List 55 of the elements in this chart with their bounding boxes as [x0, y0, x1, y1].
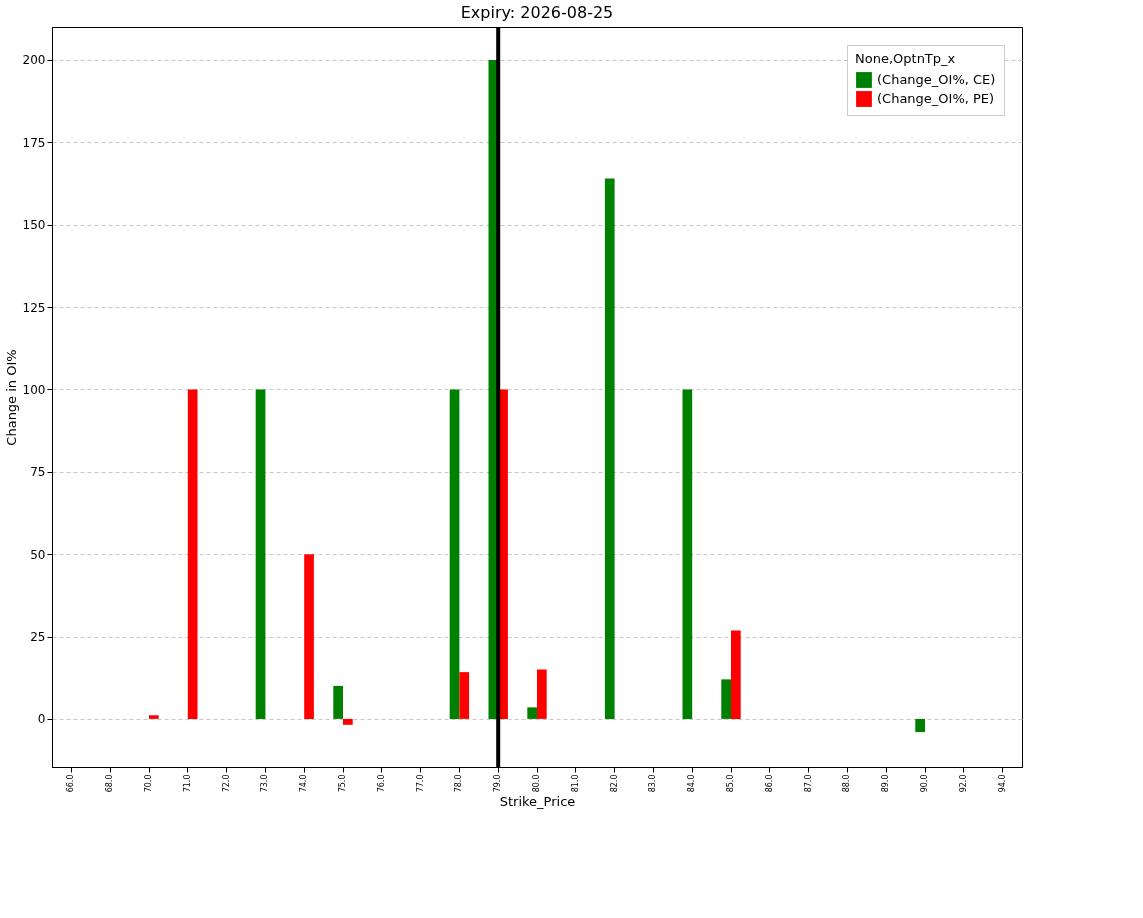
chart-title: Expiry: 2026-08-25 [460, 3, 614, 22]
x-tick-label: 70.0 [144, 774, 153, 793]
x-tick-label: 68.0 [105, 774, 115, 793]
x-tick-label: 94.0 [997, 774, 1007, 793]
y-tick-label: 150 [22, 218, 46, 233]
x-tick-label: 82.0 [609, 774, 619, 793]
x-tick-label: 75.0 [338, 774, 347, 793]
x-tick-label: 92.0 [958, 774, 968, 793]
bar [682, 389, 693, 719]
x-tick-label: 78.0 [454, 774, 464, 793]
x-tick-label: 80.0 [532, 774, 541, 793]
bar [915, 718, 925, 733]
x-tick-label: 73.0 [260, 774, 270, 793]
x-tick-label: 79.0 [493, 774, 503, 793]
x-tick-label: 83.0 [648, 774, 658, 793]
bar [721, 679, 731, 719]
y-axis-title: Change in OI% [3, 349, 19, 446]
y-tick-label: 0 [37, 712, 46, 727]
bar [537, 669, 547, 719]
x-tick-label: 86.0 [764, 774, 774, 793]
y-tick-label: 25 [30, 630, 46, 645]
bar [149, 715, 159, 719]
bar [459, 672, 470, 719]
x-tick-label: 81.0 [570, 774, 580, 793]
x-tick-label: 71.0 [182, 774, 192, 793]
bar [604, 178, 615, 719]
x-tick-label: 84.0 [687, 774, 697, 793]
legend-title: None,OptnTp_x [855, 51, 956, 66]
x-tick-label: 85.0 [726, 774, 735, 793]
x-tick-label: 89.0 [881, 774, 891, 793]
y-tick-label: 125 [22, 300, 46, 315]
y-tick-label: 75 [30, 465, 46, 480]
y-tick-label: 200 [22, 53, 46, 68]
bar [731, 630, 741, 719]
legend-label: (Change_OI%, CE) [877, 72, 996, 87]
bar [333, 685, 343, 719]
x-tick-label: 76.0 [376, 774, 386, 793]
bar [304, 554, 314, 719]
y-tick-label: 50 [30, 547, 46, 562]
x-tick-label: 87.0 [803, 774, 813, 793]
bar [343, 718, 353, 725]
y-tick-label: 100 [22, 382, 46, 397]
legend-label: (Change_OI%, PE) [877, 91, 995, 106]
bar [527, 707, 537, 719]
bar [255, 389, 266, 719]
x-tick-label: 77.0 [415, 774, 425, 793]
x-tick-label: 88.0 [842, 774, 852, 793]
x-tick-label: 74.0 [299, 774, 309, 793]
bar [449, 389, 460, 719]
x-tick-label: 66.0 [66, 774, 76, 793]
bar [187, 389, 198, 719]
y-tick-label: 175 [22, 135, 46, 150]
x-axis-title: Strike_Price [499, 794, 576, 810]
x-tick-label: 72.0 [221, 774, 231, 793]
x-tick-label: 90.0 [920, 774, 929, 793]
